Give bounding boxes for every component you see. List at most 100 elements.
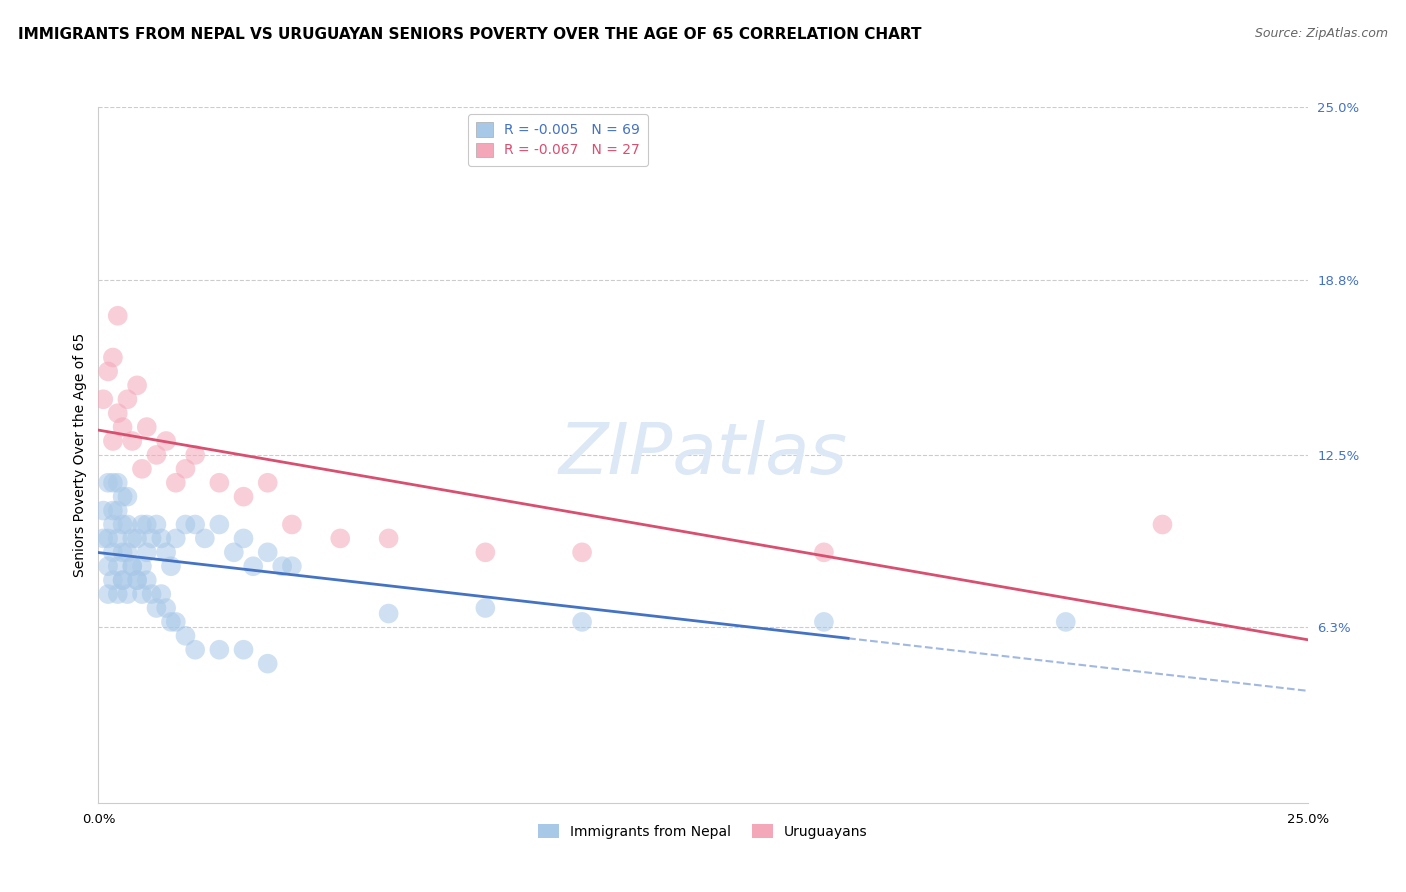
Point <box>107 587 129 601</box>
Text: ZIPatlas: ZIPatlas <box>558 420 848 490</box>
Point <box>141 587 163 601</box>
Point <box>242 559 264 574</box>
Point <box>222 545 245 559</box>
Point <box>131 462 153 476</box>
Point <box>145 448 167 462</box>
Point <box>377 532 399 546</box>
Point <box>107 532 129 546</box>
Y-axis label: Seniors Poverty Over the Age of 65: Seniors Poverty Over the Age of 65 <box>73 333 87 577</box>
Point <box>571 545 593 559</box>
Point <box>97 559 120 574</box>
Point <box>813 545 835 559</box>
Point <box>91 503 114 517</box>
Point <box>107 309 129 323</box>
Point <box>184 517 207 532</box>
Point <box>256 657 278 671</box>
Point <box>165 615 187 629</box>
Point <box>135 545 157 559</box>
Point <box>135 517 157 532</box>
Point <box>194 532 217 546</box>
Point <box>117 517 139 532</box>
Point <box>377 607 399 621</box>
Point <box>111 573 134 587</box>
Point <box>97 475 120 490</box>
Point <box>155 545 177 559</box>
Point <box>165 532 187 546</box>
Point <box>174 517 197 532</box>
Point <box>232 532 254 546</box>
Point <box>111 517 134 532</box>
Point <box>97 532 120 546</box>
Point <box>127 573 149 587</box>
Point <box>131 587 153 601</box>
Point <box>1152 517 1174 532</box>
Point <box>101 503 124 517</box>
Point <box>208 517 231 532</box>
Point <box>155 434 177 448</box>
Point <box>571 615 593 629</box>
Point <box>281 559 304 574</box>
Point <box>111 573 134 587</box>
Point <box>813 615 835 629</box>
Point <box>165 475 187 490</box>
Point <box>117 392 139 407</box>
Point <box>117 545 139 559</box>
Point <box>208 642 231 657</box>
Point <box>184 448 207 462</box>
Point <box>111 490 134 504</box>
Point <box>107 406 129 420</box>
Point <box>101 545 124 559</box>
Point <box>256 545 278 559</box>
Point <box>155 601 177 615</box>
Point <box>145 517 167 532</box>
Point <box>145 601 167 615</box>
Point <box>121 559 143 574</box>
Point <box>121 434 143 448</box>
Point <box>135 420 157 434</box>
Text: Source: ZipAtlas.com: Source: ZipAtlas.com <box>1254 27 1388 40</box>
Point <box>101 434 124 448</box>
Point <box>329 532 352 546</box>
Legend: Immigrants from Nepal, Uruguayans: Immigrants from Nepal, Uruguayans <box>533 819 873 845</box>
Point <box>111 420 134 434</box>
Point <box>97 364 120 378</box>
Point <box>135 573 157 587</box>
Point <box>131 559 153 574</box>
Point <box>150 532 173 546</box>
Point <box>232 490 254 504</box>
Point <box>474 545 496 559</box>
Point <box>127 573 149 587</box>
Point <box>281 517 304 532</box>
Point <box>97 587 120 601</box>
Point <box>174 629 197 643</box>
Point <box>121 532 143 546</box>
Point <box>174 462 197 476</box>
Point <box>101 573 124 587</box>
Point <box>208 475 231 490</box>
Point <box>107 503 129 517</box>
Point <box>160 559 183 574</box>
Point <box>271 559 294 574</box>
Point <box>91 532 114 546</box>
Point <box>107 559 129 574</box>
Point <box>107 475 129 490</box>
Point <box>184 642 207 657</box>
Point <box>150 587 173 601</box>
Point <box>141 532 163 546</box>
Point <box>121 559 143 574</box>
Point <box>101 475 124 490</box>
Point <box>101 517 124 532</box>
Point <box>1054 615 1077 629</box>
Point <box>256 475 278 490</box>
Point <box>127 378 149 392</box>
Point <box>474 601 496 615</box>
Text: IMMIGRANTS FROM NEPAL VS URUGUAYAN SENIORS POVERTY OVER THE AGE OF 65 CORRELATIO: IMMIGRANTS FROM NEPAL VS URUGUAYAN SENIO… <box>18 27 922 42</box>
Point <box>131 517 153 532</box>
Point <box>160 615 183 629</box>
Point <box>91 392 114 407</box>
Point <box>117 490 139 504</box>
Point <box>117 587 139 601</box>
Point <box>101 351 124 365</box>
Point <box>232 642 254 657</box>
Point <box>127 532 149 546</box>
